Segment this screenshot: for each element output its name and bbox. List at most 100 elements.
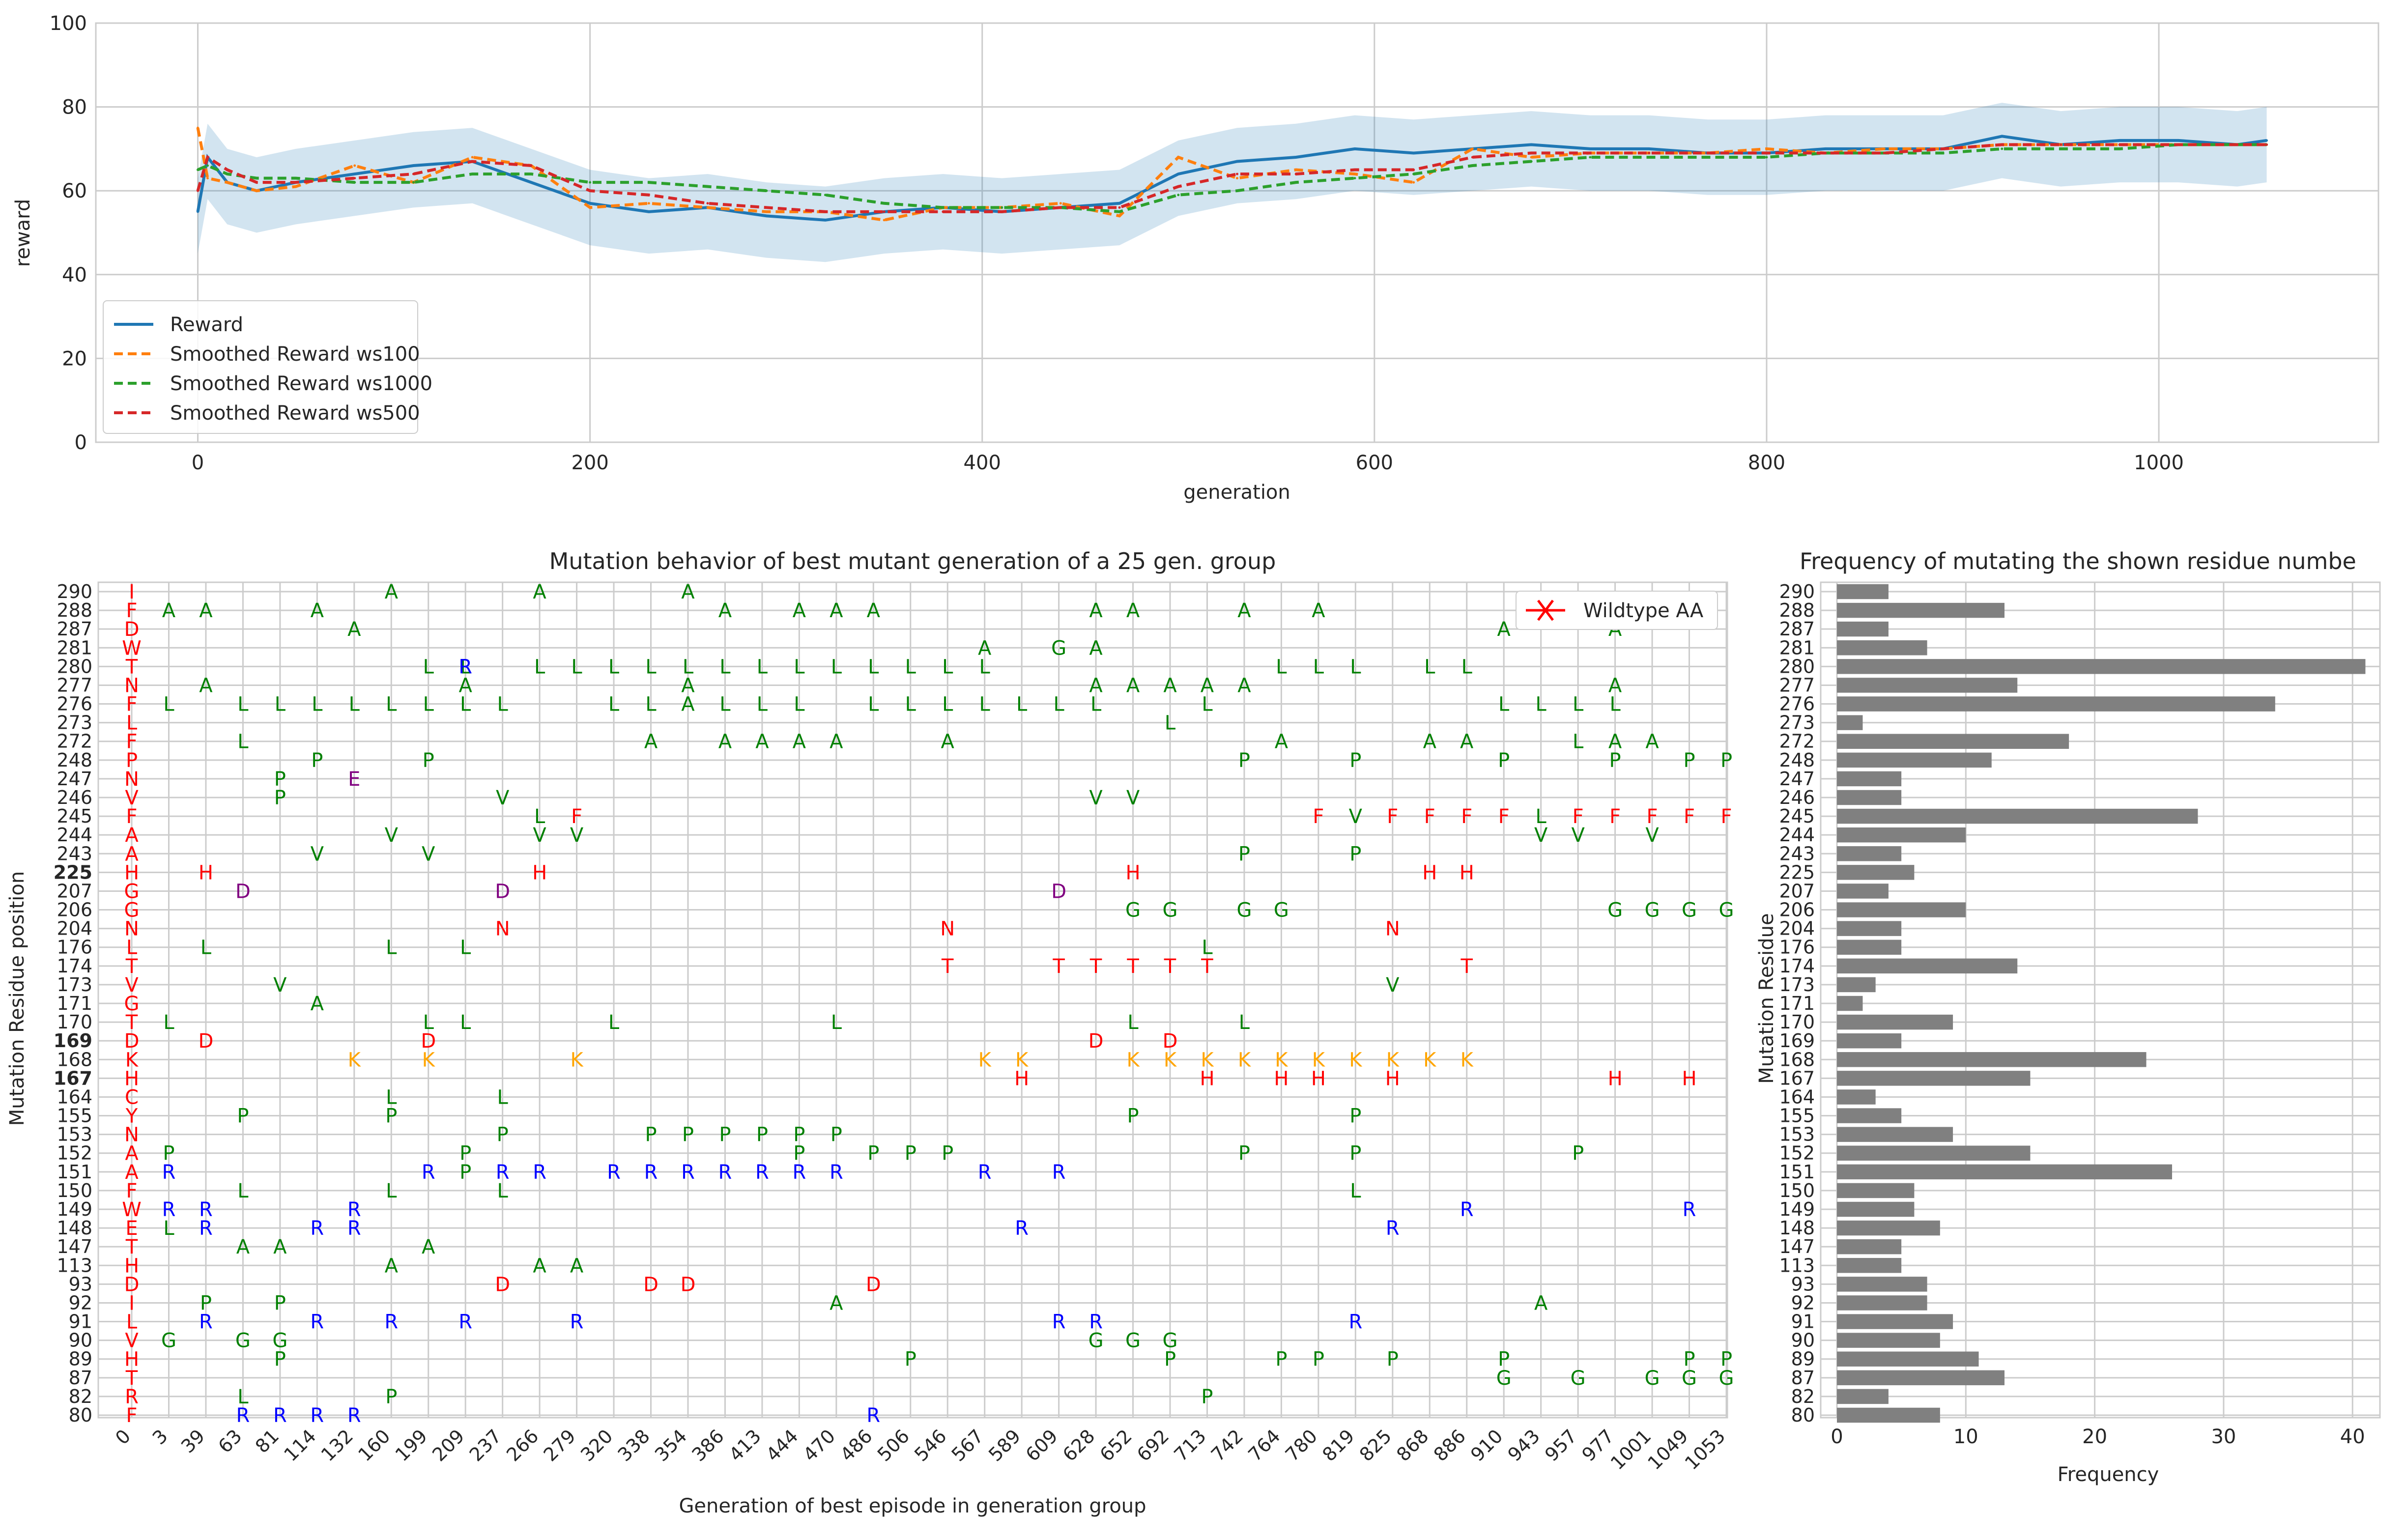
frequency-bar — [1837, 1389, 1889, 1404]
mutation-letter: P — [1720, 749, 1732, 772]
mutation-letter: D — [421, 1030, 436, 1053]
mutation-y-tick-label: 247 — [57, 768, 92, 790]
mutation-letter: L — [942, 656, 953, 678]
mutation-letter: P — [1572, 1142, 1584, 1165]
wildtype-letter: F — [126, 1180, 137, 1202]
series-3-point — [1412, 172, 1415, 175]
series-4-point — [1353, 169, 1356, 171]
mutation-letter: D — [681, 1273, 696, 1296]
top-x-tick-label: 0 — [192, 452, 204, 474]
series-1-point — [1177, 172, 1180, 175]
series-2-point — [883, 219, 886, 222]
wildtype-legend-marker — [1537, 599, 1554, 621]
series-3-point — [197, 169, 200, 171]
mutation-letter: K — [1349, 1049, 1363, 1071]
series-3-point — [824, 194, 827, 197]
mutation-letter: V — [1534, 824, 1548, 847]
bar-y-tick-label: 148 — [1779, 1217, 1815, 1239]
series-2-point — [1236, 177, 1238, 180]
mutation-y-tick-label: 170 — [57, 1011, 92, 1033]
wildtype-letter: D — [124, 618, 140, 641]
mutation-x-tick-label: 780 — [1281, 1425, 1321, 1465]
mutation-letter: L — [237, 1386, 249, 1408]
mutation-y-tick-label: 204 — [57, 918, 92, 940]
mutation-letter: L — [794, 656, 805, 678]
mutation-x-tick-label: 886 — [1430, 1425, 1470, 1465]
mutation-letter: A — [1237, 674, 1251, 697]
bar-chart-title: Frequency of mutating the shown residue … — [1800, 548, 2356, 574]
bar-y-tick-label: 248 — [1779, 749, 1815, 771]
mutation-x-tick-label: 237 — [465, 1425, 506, 1465]
bar-y-tick-label: 281 — [1779, 637, 1815, 658]
mutation-letter: A — [718, 731, 732, 753]
mutation-y-tick-label: 243 — [57, 843, 92, 864]
mutation-letter: V — [311, 843, 324, 865]
bar-y-tick-label: 80 — [1791, 1404, 1815, 1426]
series-3-point — [1177, 194, 1180, 197]
mutation-x-tick-label: 279 — [540, 1425, 580, 1465]
frequency-bar — [1837, 808, 2198, 824]
wildtype-letter: V — [125, 787, 139, 809]
series-4-point — [206, 156, 209, 159]
mutation-letter: A — [273, 1236, 287, 1258]
mutation-letter: P — [1275, 1348, 1287, 1371]
mutation-letter: R — [1052, 1161, 1066, 1184]
frequency-bar — [1837, 1145, 2031, 1161]
mutation-y-tick-label: 164 — [57, 1086, 92, 1108]
bar-y-tick-labels: 2902882872812802772762732722482472462452… — [1779, 581, 1815, 1426]
mutation-letter: A — [533, 581, 546, 603]
mutation-letter: L — [1127, 1011, 1139, 1034]
mutation-letter: G — [1125, 1330, 1141, 1352]
legend-label-3: Smoothed Reward ws1000 — [170, 372, 432, 395]
mutation-x-tick-label: 338 — [613, 1425, 654, 1465]
wildtype-letter: T — [125, 1236, 138, 1258]
mutation-y-tick-label: 150 — [57, 1180, 92, 1201]
mutation-x-tick-label: 320 — [576, 1425, 617, 1465]
series-1-point — [2001, 135, 2004, 138]
mutation-letter: G — [272, 1330, 287, 1352]
series-2-point — [1412, 181, 1415, 184]
mutation-letter: A — [830, 731, 843, 753]
series-4-point — [1883, 151, 1886, 154]
mutation-letter: P — [1238, 749, 1250, 772]
mutation-y-tick-label: 281 — [57, 637, 92, 658]
series-3-point — [883, 202, 886, 205]
series-4-point — [1412, 169, 1415, 171]
mutation-y-tick-label: 87 — [69, 1367, 92, 1389]
mutation-y-tick-label: 287 — [57, 618, 92, 640]
top-y-axis-label: reward — [12, 199, 34, 267]
mutation-letter: L — [608, 1011, 620, 1034]
bar-y-tick-label: 91 — [1791, 1311, 1815, 1333]
series-3-point — [765, 189, 768, 192]
mutation-letter: R — [830, 1161, 843, 1184]
mutation-letter: G — [1051, 637, 1066, 659]
series-1-point — [2118, 139, 2121, 142]
mutation-x-tick-label: 609 — [1022, 1425, 1062, 1465]
mutation-letter: R — [310, 1404, 324, 1427]
mutation-letter: L — [608, 656, 620, 678]
mutation-letter: H — [532, 861, 547, 884]
mutation-x-tick-labels: 0 3 39 63 8111413216019920923726627932033835… — [111, 1425, 1729, 1474]
series-line-3 — [197, 143, 2267, 213]
mutation-letter: A — [681, 674, 695, 697]
mutation-letter: A — [458, 674, 472, 697]
frequency-bar — [1837, 921, 1902, 936]
series-4-point — [589, 189, 592, 192]
series-2-point — [1059, 202, 1062, 205]
wildtype-letter: K — [125, 1049, 139, 1071]
bar-x-tick-label: 30 — [2211, 1426, 2236, 1448]
mutation-letter: K — [1126, 1049, 1140, 1071]
frequency-bar — [1837, 715, 1863, 730]
mutation-letter: V — [1349, 805, 1363, 828]
frequency-bar — [1837, 827, 1966, 843]
mutation-letter: L — [237, 731, 249, 753]
mutation-letter: L — [386, 1086, 397, 1109]
mutation-letter: P — [1720, 1348, 1732, 1371]
mutation-letter: P — [682, 1124, 694, 1146]
series-3-point — [1942, 151, 1945, 154]
series-4-point — [1177, 185, 1180, 188]
mutation-letter: L — [1165, 712, 1176, 735]
bar-y-tick-label: 147 — [1779, 1236, 1815, 1257]
mutation-letter: L — [1053, 693, 1064, 716]
series-1-point — [1824, 147, 1827, 150]
